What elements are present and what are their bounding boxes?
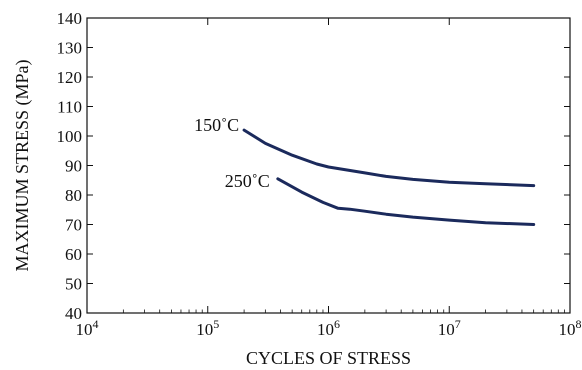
series-labels: 150˚C 250˚C bbox=[194, 115, 270, 191]
x-tick-base: 10 bbox=[76, 320, 93, 339]
x-tick-exponent: 6 bbox=[334, 317, 340, 331]
series-line-0 bbox=[242, 128, 536, 188]
x-tick-label: 108 bbox=[559, 317, 582, 339]
x-tick-base: 10 bbox=[317, 320, 334, 339]
y-tick-label: 50 bbox=[65, 275, 82, 294]
x-tick-label: 107 bbox=[438, 317, 461, 339]
series-lines bbox=[242, 128, 536, 226]
x-tick-exponent: 5 bbox=[213, 317, 219, 331]
y-tick-label: 70 bbox=[65, 216, 82, 235]
x-tick-base: 10 bbox=[438, 320, 455, 339]
y-tick-label: 90 bbox=[65, 157, 82, 176]
series-label-0: 150˚C bbox=[194, 115, 239, 135]
x-tick-exponent: 7 bbox=[455, 317, 461, 331]
x-tick-exponent: 4 bbox=[93, 317, 99, 331]
y-tick-label: 80 bbox=[65, 186, 82, 205]
x-tick-label: 105 bbox=[196, 317, 219, 339]
y-tick-label: 120 bbox=[57, 68, 83, 87]
series-line-1 bbox=[276, 177, 536, 226]
y-axis: 40 50 60 70 80 90 100 110 120 130 140 bbox=[57, 9, 570, 323]
y-tick-label: 40 bbox=[65, 304, 82, 323]
y-tick-label: 110 bbox=[57, 98, 82, 117]
x-tick-exponent: 8 bbox=[576, 317, 582, 331]
x-tick-base: 10 bbox=[196, 320, 213, 339]
y-tick-label: 130 bbox=[57, 39, 83, 58]
x-axis: 104 105 106 107 108 bbox=[76, 18, 582, 339]
y-tick-label: 140 bbox=[57, 9, 83, 28]
x-tick-label: 106 bbox=[317, 317, 340, 339]
x-tick-label: 104 bbox=[76, 317, 99, 339]
x-axis-title: CYCLES OF STRESS bbox=[246, 348, 411, 368]
y-tick-label: 60 bbox=[65, 245, 82, 264]
y-axis-title: MAXIMUM STRESS (MPa) bbox=[12, 59, 33, 271]
series-label-1: 250˚C bbox=[225, 171, 270, 191]
x-tick-base: 10 bbox=[559, 320, 576, 339]
y-tick-label: 100 bbox=[57, 127, 83, 146]
